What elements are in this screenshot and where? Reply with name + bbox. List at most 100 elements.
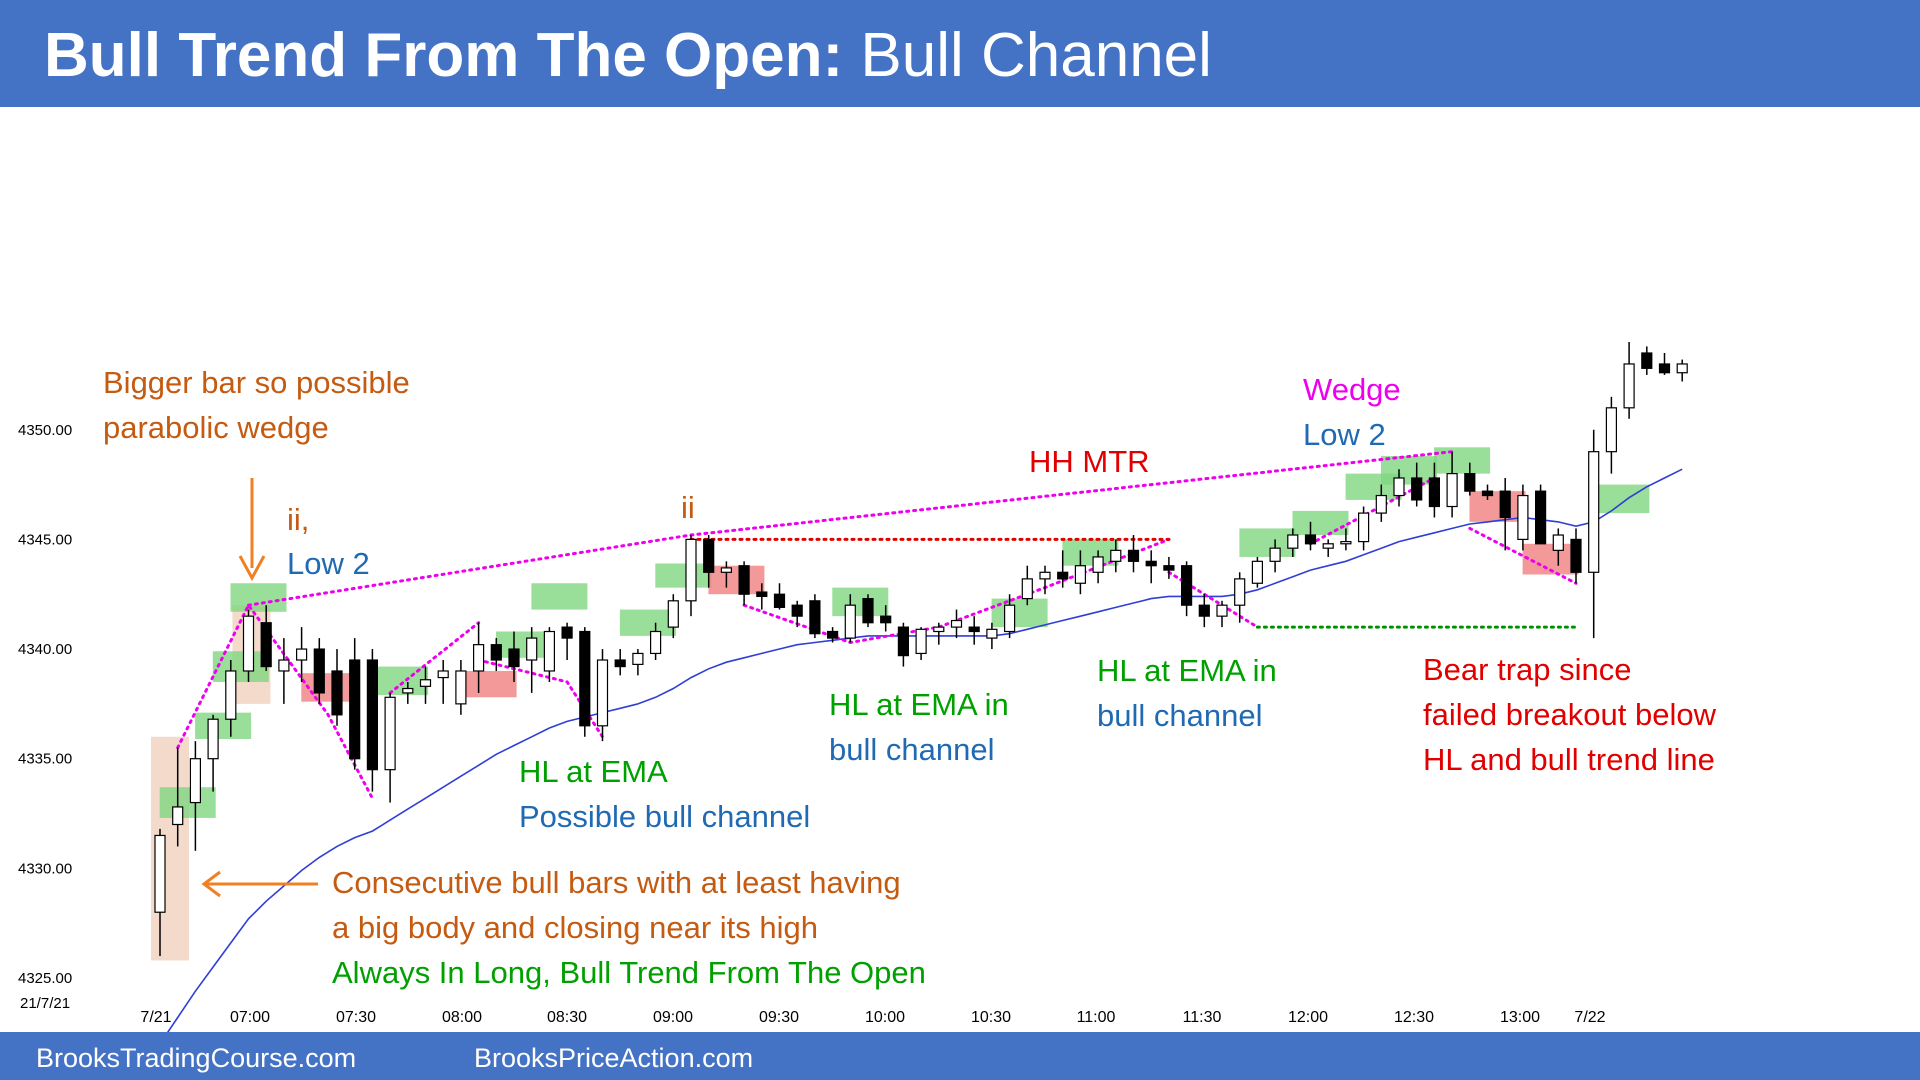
bull-candle	[1605, 407, 1618, 453]
y-tick-label: 4345.00	[18, 531, 72, 548]
parabolic-wedge-line	[176, 602, 374, 800]
bear-candle	[614, 659, 626, 668]
x-tick-label: 08:30	[547, 1009, 587, 1026]
bull-candle	[632, 652, 644, 666]
highlight-layer	[151, 447, 1650, 961]
bull-candle	[384, 696, 396, 771]
footer-right-link[interactable]: BrooksPriceAction.com	[474, 1043, 754, 1073]
note-hl-ema-bull-channel-2-line2: bull channel	[1097, 698, 1262, 733]
annotation-layer: Bigger bar so possible parabolic wedge ii,…	[103, 365, 1717, 990]
chart-title-rest: Bull Channel	[843, 21, 1212, 90]
bull-candle	[1039, 571, 1051, 580]
green-highlight-1	[195, 712, 252, 739]
bear-candle	[862, 598, 874, 624]
bear-candle	[579, 630, 591, 727]
bear-candle	[809, 600, 821, 635]
note-bear-trap-line1: Bear trap since	[1423, 652, 1632, 687]
date-label: 21/7/21	[20, 995, 70, 1012]
bear-candle	[1570, 538, 1582, 573]
note-ii-low2-line2: Low 2	[287, 546, 370, 581]
x-tick-label: 09:00	[653, 1009, 693, 1026]
note-hl-ema-bull-channel-1-line1: HL at EMA in	[829, 687, 1009, 722]
bull-candle	[1251, 560, 1264, 584]
green-highlight-17	[1593, 484, 1650, 514]
bear-candle	[703, 538, 715, 573]
bear-candle	[1304, 534, 1317, 545]
bull-candle	[1517, 494, 1529, 541]
bull-candle	[685, 538, 697, 602]
bear-candle	[738, 565, 750, 595]
green-highlight-12	[1239, 528, 1296, 557]
x-tick-label: 12:00	[1288, 1009, 1328, 1026]
bear-candle	[1481, 490, 1494, 497]
wedge-pullback	[1468, 526, 1578, 585]
bear-candle	[331, 670, 343, 716]
bull-candle	[1092, 556, 1104, 573]
down-arrow-head	[238, 555, 266, 582]
bull-candle	[242, 615, 255, 672]
channel-line-1	[388, 621, 481, 695]
x-tick-label: 7/21	[140, 1009, 171, 1026]
green-highlight-16	[1434, 447, 1491, 474]
bull-candle	[419, 679, 432, 687]
wedge-upper	[1309, 476, 1436, 546]
bear-candle	[1127, 549, 1140, 562]
title-band	[0, 0, 1920, 107]
bull-candle	[1340, 540, 1352, 545]
bear-candle	[1057, 571, 1069, 580]
y-tick-label: 4335.00	[18, 751, 72, 768]
bull-candle	[278, 659, 290, 672]
x-tick-label: 10:30	[971, 1009, 1011, 1026]
bull-candle	[950, 619, 963, 628]
x-tick-label: 11:30	[1183, 1009, 1222, 1026]
bear-candle	[1499, 490, 1511, 519]
bull-candle	[1003, 604, 1016, 633]
bull-candle	[1234, 578, 1246, 606]
bull-candle	[296, 648, 308, 661]
footer-left-link[interactable]: BrooksTradingCourse.com	[36, 1043, 357, 1073]
bull-candle	[1676, 363, 1688, 374]
bear-candle	[1198, 604, 1210, 617]
axis-layer: 4325.00 4330.00 4335.00 4340.00 4345.00 4350.…	[18, 422, 1606, 1026]
red-highlight-1	[460, 670, 517, 698]
green-highlight-2	[212, 651, 269, 682]
arrow-layer	[201, 478, 318, 898]
note-bigger-bar-line2: parabolic wedge	[103, 410, 329, 445]
bear-candle	[791, 604, 803, 617]
note-consecutive-line1: Consecutive bull bars with at least havi…	[332, 865, 901, 900]
y-tick-label: 4350.00	[18, 422, 72, 439]
bull-candle	[207, 718, 219, 760]
chart-title-bold: Bull Trend From The Open:	[44, 21, 844, 90]
bear-candle	[880, 615, 892, 624]
bull-candle	[933, 626, 945, 633]
green-highlight-6	[531, 583, 588, 610]
bull-candle	[172, 806, 184, 826]
bull-candle	[667, 600, 679, 628]
bull-trend-line-top	[247, 450, 1454, 607]
bull-candle	[526, 637, 538, 661]
bull-candle	[189, 758, 201, 804]
bull-candle	[1074, 565, 1087, 584]
note-bear-trap-line2: failed breakout below	[1423, 697, 1717, 732]
bear-candle	[349, 659, 361, 760]
bear-candle	[1641, 352, 1653, 369]
green-highlight-8	[655, 563, 712, 588]
note-bear-trap-line3: HL and bull trend line	[1423, 742, 1715, 777]
bull-candle	[402, 687, 414, 694]
green-highlight-15	[1381, 456, 1437, 485]
y-tick-label: 4340.00	[18, 641, 72, 658]
bull-candle	[1446, 473, 1458, 508]
bear-candle	[1658, 363, 1671, 374]
y-tick-label: 4330.00	[18, 860, 72, 877]
bear-candle	[561, 626, 573, 639]
bull-candle	[1375, 494, 1387, 514]
bull-candle	[1216, 604, 1228, 617]
note-bigger-bar-line1: Bigger bar so possible	[103, 365, 410, 400]
note-ii-low2-line1: ii,	[287, 502, 309, 537]
x-tick-label: 11:00	[1077, 1009, 1116, 1026]
bear-candle	[968, 626, 980, 633]
green-highlight-3	[230, 583, 287, 612]
bull-candle	[1623, 363, 1635, 409]
note-hh-mtr: HH MTR	[1029, 444, 1150, 479]
red-highlight-0	[301, 673, 358, 702]
